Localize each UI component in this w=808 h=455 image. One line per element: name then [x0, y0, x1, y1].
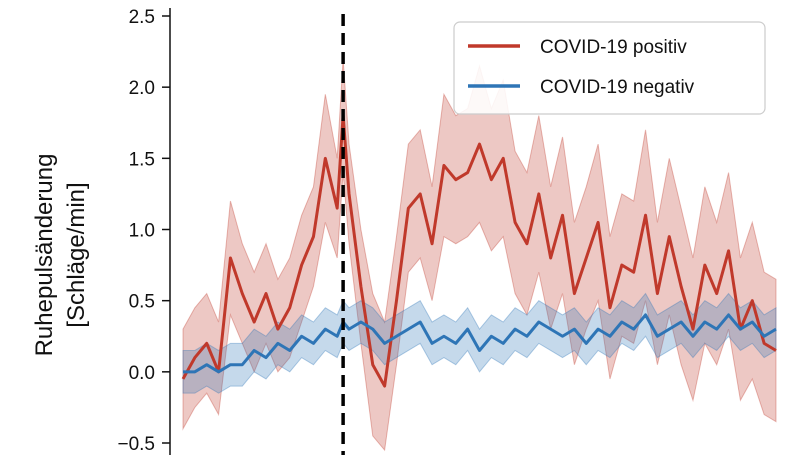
series-line-0 [181, 114, 777, 388]
y-tick-label: 0.5 [129, 292, 155, 313]
y-axis-title-line-2: [Schläge/min] [63, 182, 90, 327]
y-tick-label: 1.0 [129, 221, 155, 242]
confidence-bands [182, 58, 777, 452]
legend-box [453, 21, 766, 115]
series-line-1 [183, 313, 777, 374]
y-tick-label: 2.5 [129, 7, 155, 28]
y-tick-label: −0.5 [117, 434, 155, 455]
y-tick-label: 2.0 [129, 78, 155, 99]
legend: COVID-19 positiv COVID-19 negativ [453, 21, 766, 115]
legend-label-positiv: COVID-19 positiv [540, 37, 687, 58]
y-axis-title: Ruhepulsänderung [Schläge/min] [31, 154, 90, 357]
y-axis-ticks: 2.5 2.0 1.5 1.0 0.5 0.0 −0.5 [117, 7, 170, 455]
y-axis-title-line-1: Ruhepulsänderung [31, 154, 58, 357]
confidence-band-0 [182, 58, 777, 452]
y-tick-label: 0.0 [129, 363, 155, 384]
y-tick-label: 1.5 [129, 149, 155, 170]
series-lines [181, 114, 777, 388]
legend-label-negativ: COVID-19 negativ [540, 77, 695, 98]
